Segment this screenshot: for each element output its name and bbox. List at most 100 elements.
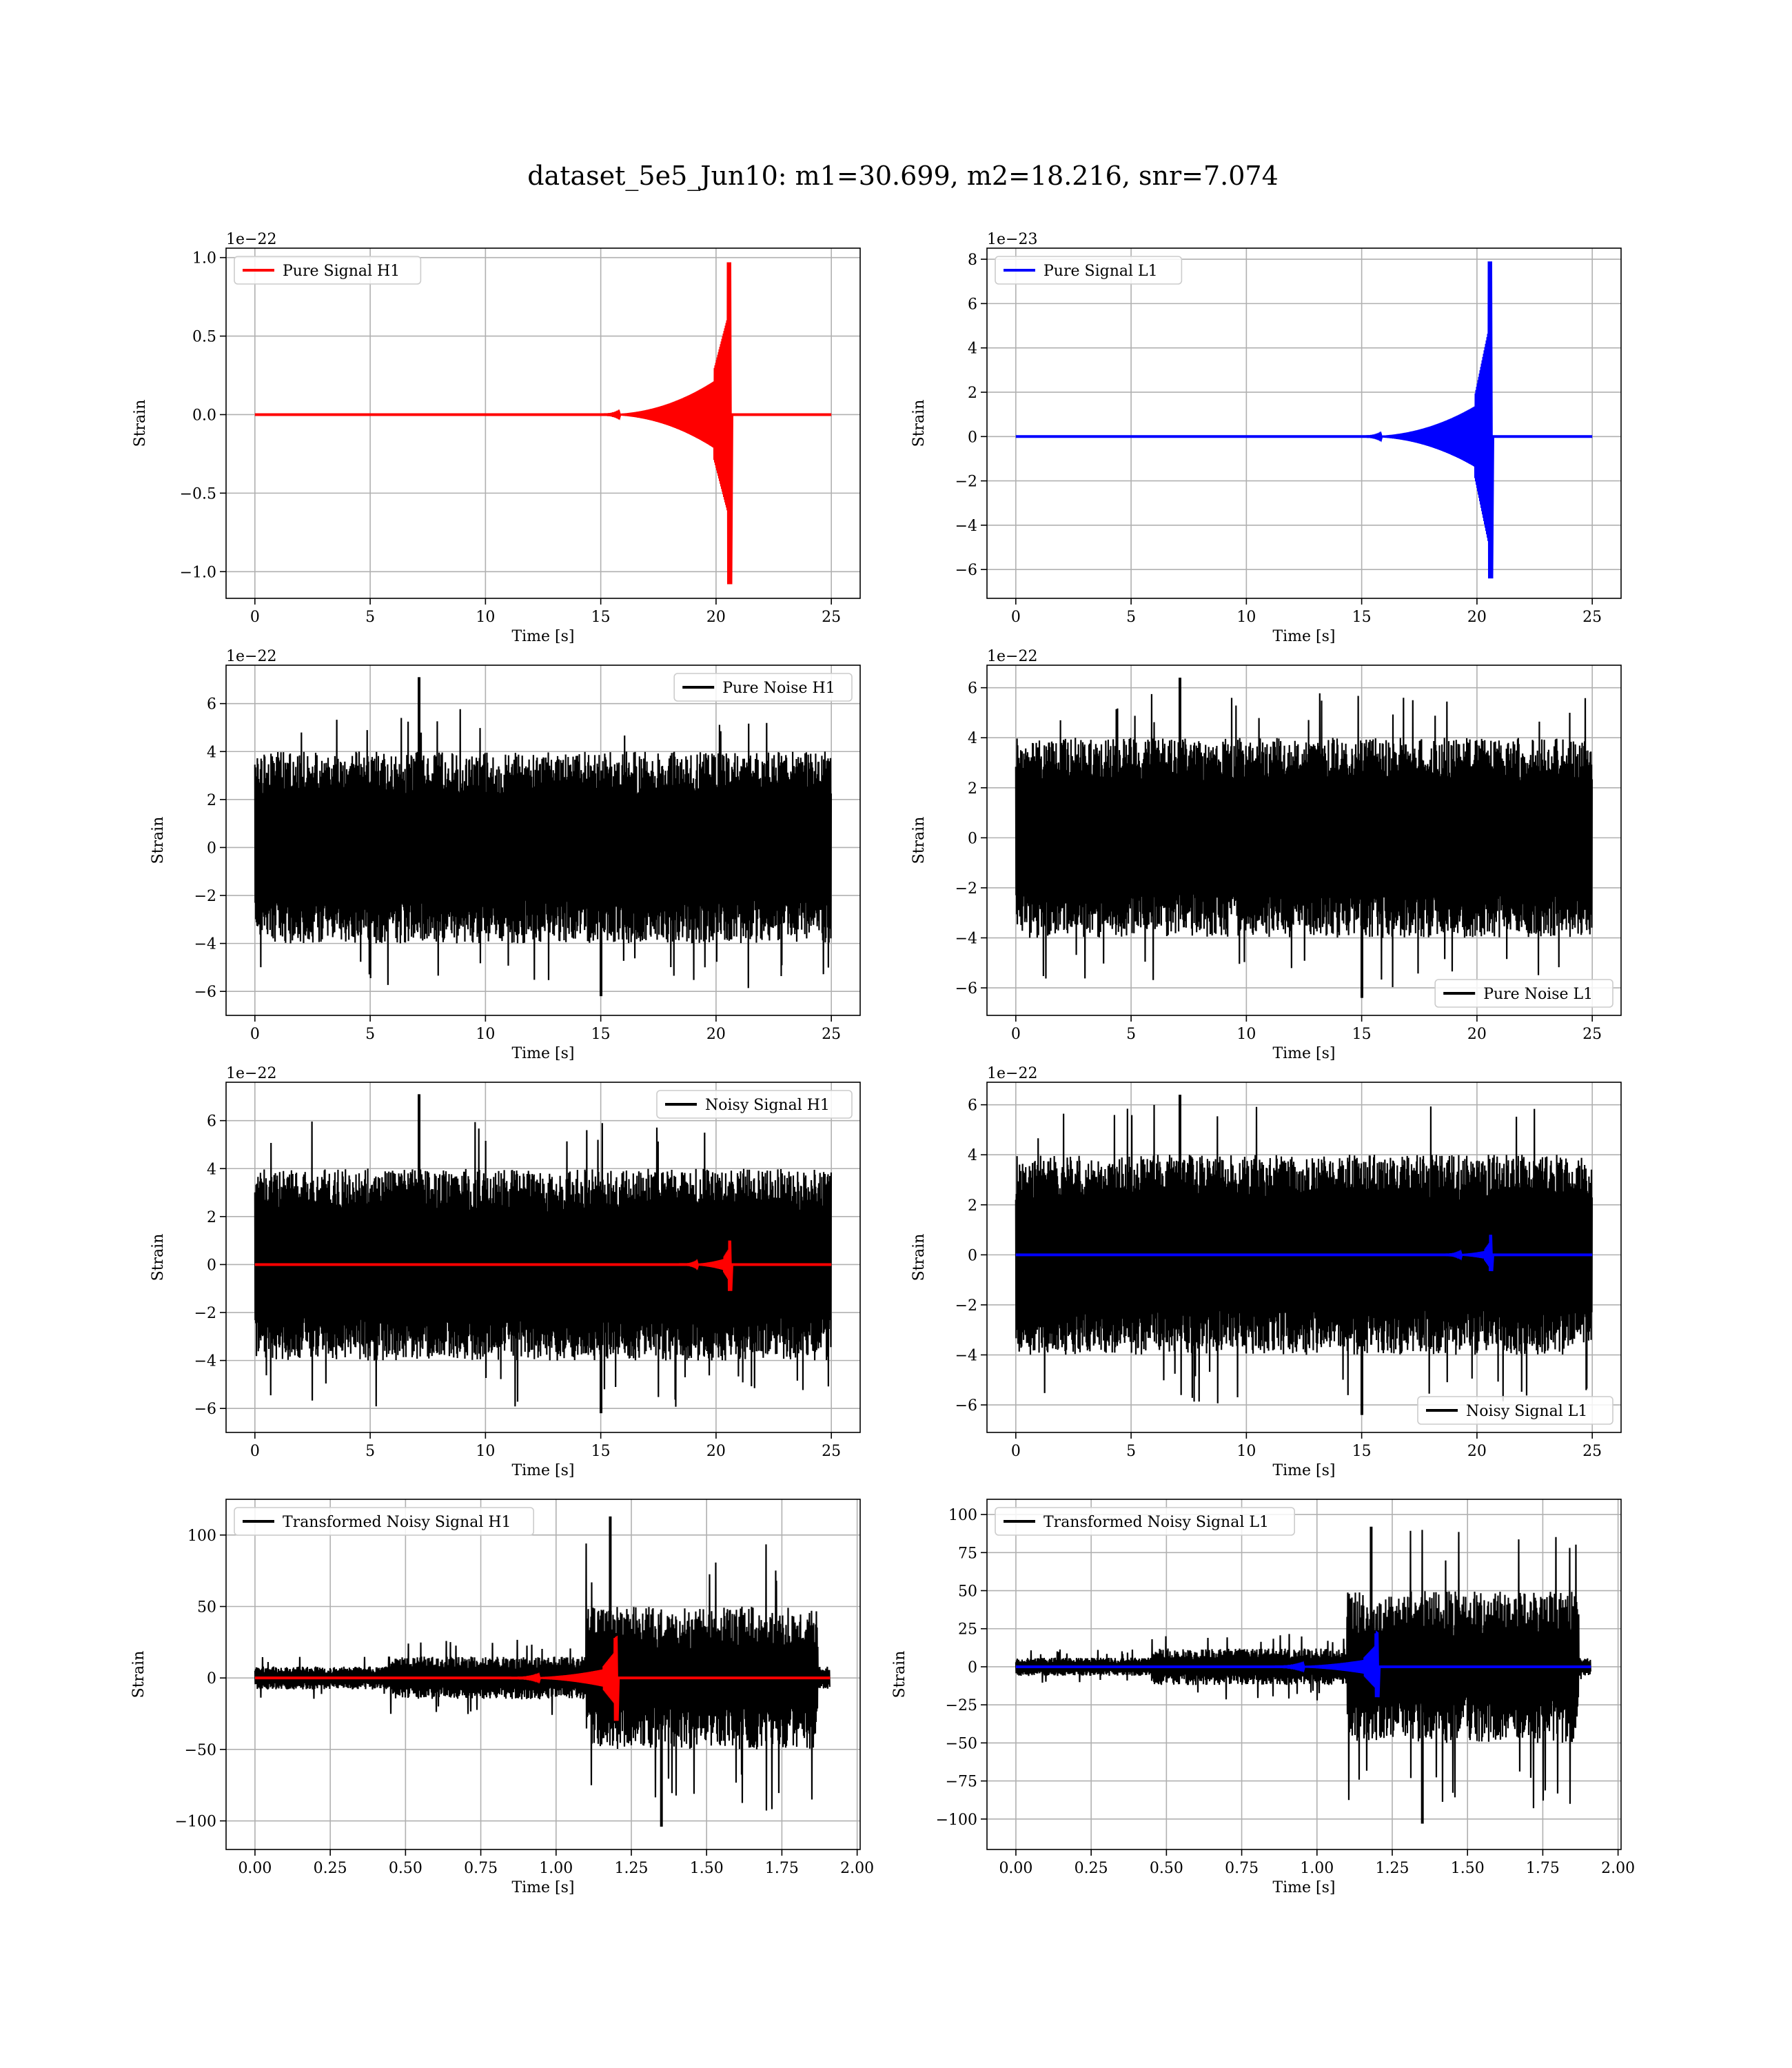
- x-tick-label: 5: [1126, 1443, 1136, 1460]
- y-tick-label: 100: [948, 1507, 977, 1524]
- x-axis-label: Time [s]: [1272, 1462, 1335, 1479]
- y-axis-label: Strain: [150, 817, 167, 864]
- legend-box: [656, 1090, 853, 1119]
- x-tick-label: 1.50: [1451, 1860, 1485, 1877]
- axis-offset-label: 1e−22: [987, 648, 1037, 665]
- axis-offset-label: 1e−22: [226, 648, 276, 665]
- y-tick-label: −75: [946, 1774, 977, 1791]
- chart-panel-1: 0 5 10 15 20 25 −1.0 −0.5 0.0 0.5 1.0 Time [s] Strai…: [132, 231, 861, 645]
- y-axis-label: Strain: [132, 400, 149, 447]
- y-tick-label: 50: [958, 1583, 977, 1601]
- plot-area: [254, 1516, 831, 1827]
- plot-area: [254, 262, 832, 585]
- y-axis-label: Strain: [910, 400, 928, 447]
- x-tick-label: 5: [1126, 609, 1136, 626]
- legend-label: Pure Noise H1: [722, 680, 835, 697]
- chart-panel-7: 0.00 0.25 0.50 0.75 1.00 1.25 1.50 1.75 2.00 −100…: [130, 1499, 874, 1896]
- chart-panel-2: 0 5 10 15 20 25 −6 −4 −2 0 2 4 6 8 Time [s] Strain 1e−23…: [910, 231, 1622, 645]
- legend-label: Pure Noise L1: [1483, 986, 1593, 1003]
- legend: Pure Signal H1: [234, 256, 422, 285]
- plot-area: [1015, 1526, 1591, 1824]
- y-tick-label: −100: [936, 1812, 977, 1829]
- axis-offset-label: 1e−22: [987, 1065, 1037, 1082]
- chart-panel-5: 0 5 10 15 20 25 −6 −4 −2 0 2 4 6 Time [s] Strain 1e−22 N…: [150, 1065, 861, 1479]
- plot-frame: [225, 1499, 861, 1850]
- legend-box: [995, 256, 1183, 285]
- y-tick-label: 100: [187, 1528, 216, 1545]
- x-tick-label: 25: [1582, 609, 1602, 626]
- x-tick-label: 20: [706, 1443, 726, 1460]
- y-tick-label: −2: [955, 474, 977, 491]
- x-tick-label: 25: [822, 1026, 841, 1043]
- legend-label: Pure Signal H1: [283, 263, 400, 280]
- y-tick-label: −6: [194, 984, 216, 1001]
- x-tick-label: 25: [822, 1443, 841, 1460]
- series-1: [254, 1516, 831, 1827]
- plot-frame: [225, 1082, 861, 1433]
- y-tick-label: 2: [968, 780, 977, 798]
- x-tick-label: 10: [476, 609, 495, 626]
- y-tick-label: 0: [968, 1659, 977, 1676]
- y-tick-label: 8: [968, 252, 977, 269]
- y-tick-label: −4: [194, 1353, 216, 1370]
- y-tick-label: 75: [958, 1545, 977, 1562]
- series-1: [254, 677, 833, 997]
- x-axis-label: Time [s]: [511, 1879, 574, 1896]
- x-tick-label: 15: [591, 1026, 611, 1043]
- legend-label: Transformed Noisy Signal H1: [283, 1514, 511, 1531]
- chart-panel-8: 0.00 0.25 0.50 0.75 1.00 1.25 1.50 1.75 2.00 −100…: [891, 1499, 1635, 1896]
- y-tick-label: −6: [194, 1401, 216, 1418]
- series-2: [254, 1240, 832, 1291]
- series-line: [254, 709, 833, 989]
- x-axis-label: Time [s]: [511, 628, 574, 645]
- plot-area: [1015, 1095, 1594, 1415]
- x-tick-label: 0: [250, 609, 260, 626]
- x-tick-label: 0: [1011, 609, 1021, 626]
- x-tick-label: 1.00: [1300, 1860, 1334, 1877]
- series-1: [1015, 261, 1593, 579]
- x-tick-label: 25: [1582, 1026, 1602, 1043]
- series-2: [1015, 1235, 1593, 1272]
- plot-frame: [225, 665, 861, 1016]
- y-tick-label: 6: [968, 1097, 977, 1115]
- y-axis-label: Strain: [910, 817, 928, 864]
- x-tick-label: 10: [476, 1026, 495, 1043]
- y-tick-label: 25: [958, 1621, 977, 1639]
- x-axis-label: Time [s]: [511, 1462, 574, 1479]
- x-tick-label: 15: [1352, 1026, 1372, 1043]
- y-tick-label: −2: [955, 880, 977, 898]
- x-tick-label: 10: [476, 1443, 495, 1460]
- x-tick-label: 5: [365, 609, 375, 626]
- x-tick-label: 1.25: [615, 1860, 649, 1877]
- plot-frame: [225, 247, 861, 599]
- legend: Transformed Noisy Signal L1: [995, 1507, 1296, 1536]
- y-tick-label: −1.0: [180, 564, 216, 581]
- legend-box: [234, 1507, 535, 1536]
- legend-box: [1434, 979, 1613, 1008]
- x-tick-label: 0.25: [314, 1860, 347, 1877]
- y-tick-label: 0: [968, 1247, 977, 1264]
- y-axis-label: Strain: [150, 1234, 167, 1281]
- y-axis-label: Strain: [130, 1651, 147, 1699]
- series-1: [1015, 1095, 1594, 1415]
- x-tick-label: 1.00: [539, 1860, 573, 1877]
- x-tick-label: 0.50: [1150, 1860, 1183, 1877]
- chart-panel-6: 0 5 10 15 20 25 −6 −4 −2 0 2 4 6 Time [s] Strain 1e−22 N…: [910, 1065, 1622, 1479]
- x-tick-label: 0.25: [1075, 1860, 1108, 1877]
- series-line: [254, 1121, 833, 1407]
- y-tick-label: 2: [968, 385, 977, 402]
- y-tick-label: −25: [946, 1697, 977, 1714]
- y-tick-label: 6: [968, 296, 977, 313]
- plot-area: [254, 677, 833, 997]
- y-tick-label: 0: [968, 429, 977, 446]
- series-line: [254, 1543, 831, 1811]
- legend-label: Transformed Noisy Signal L1: [1043, 1514, 1269, 1531]
- x-tick-label: 15: [591, 609, 611, 626]
- y-tick-label: 2: [968, 1197, 977, 1215]
- y-tick-label: 4: [207, 744, 216, 761]
- x-tick-label: 1.25: [1376, 1860, 1409, 1877]
- y-tick-label: 0: [968, 830, 977, 847]
- y-tick-label: 50: [197, 1599, 216, 1616]
- series-line: [254, 262, 832, 585]
